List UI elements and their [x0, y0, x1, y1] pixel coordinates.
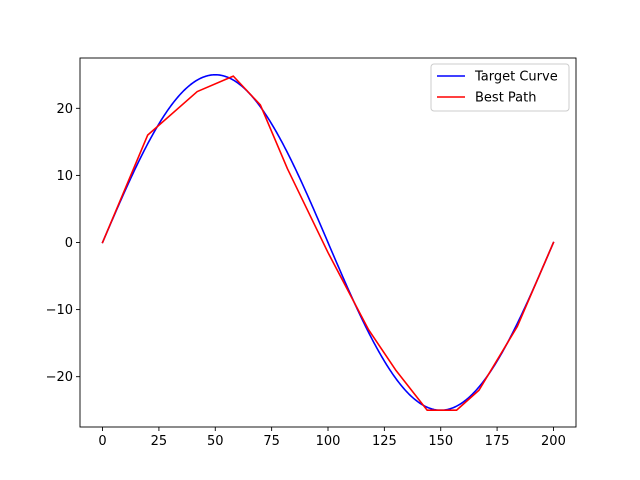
- legend: Target Curve Best Path: [430, 63, 570, 112]
- legend-label-best-path: Best Path: [475, 91, 536, 106]
- x-tick-label: 25: [151, 434, 168, 449]
- legend-box: [430, 63, 570, 112]
- x-tick-label: 175: [485, 434, 510, 449]
- x-tick-label: 150: [428, 434, 453, 449]
- y-tick-label: −10: [46, 303, 73, 318]
- x-tick-label: 50: [207, 434, 224, 449]
- legend-label-target-curve: Target Curve: [474, 70, 558, 85]
- y-tick-label: 10: [56, 169, 73, 184]
- series-line-best-path: [101, 75, 555, 412]
- x-tick-label: 125: [372, 434, 397, 449]
- x-tick-label: 0: [98, 434, 106, 449]
- y-tick-label: −20: [46, 370, 73, 385]
- axes: 0 25 50 75 100 125 150 175 200 −20 −10 0 10 20: [46, 57, 577, 449]
- x-tick-label: 200: [541, 434, 566, 449]
- y-tick-label: 0: [65, 236, 73, 251]
- plot-area: [101, 73, 555, 412]
- y-tick-label: 20: [56, 102, 73, 117]
- series-line-target-curve: [101, 73, 555, 412]
- x-tick-label: 75: [263, 434, 280, 449]
- x-tick-label: 100: [316, 434, 341, 449]
